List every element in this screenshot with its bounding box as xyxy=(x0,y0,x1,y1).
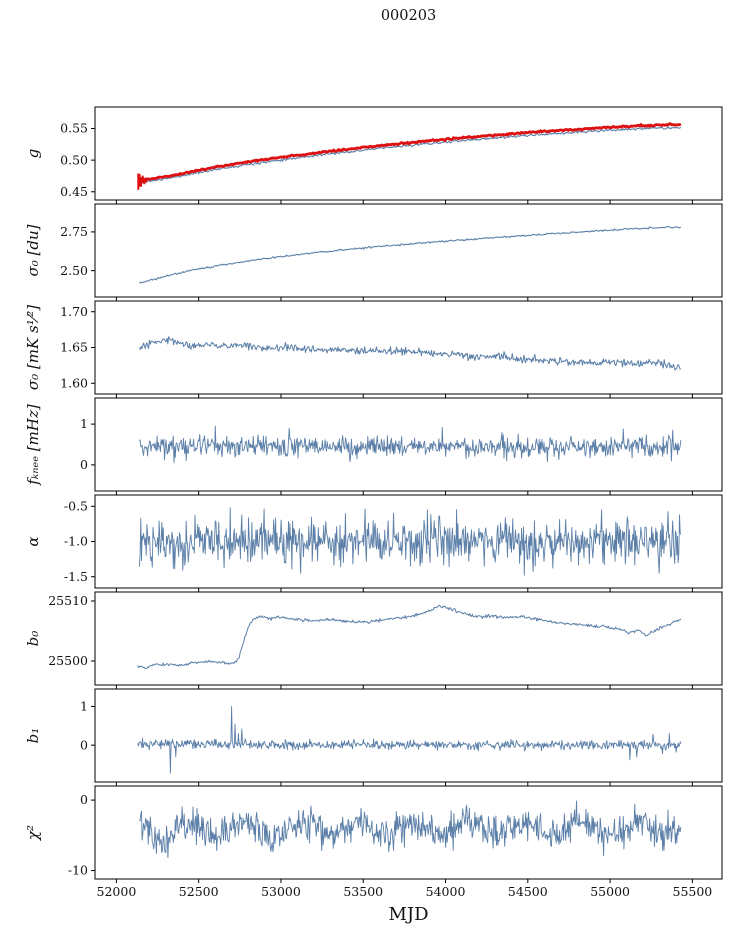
y-tick-label: 1.60 xyxy=(60,375,88,390)
y-tick-label: 1.70 xyxy=(60,304,88,319)
sigma0-du-line xyxy=(139,225,682,284)
y-axis-label-chi2: χ² xyxy=(24,825,42,841)
y-tick-label: 25500 xyxy=(48,653,88,668)
axes-frame xyxy=(94,785,723,880)
subplot-sigma0-mk: 1.60 1.65 1.70 σ₀ [mK s¹⁄²] xyxy=(24,300,723,398)
axes-frame xyxy=(94,203,723,298)
subplot-alpha: -1.5 -1.0 -0.5 α xyxy=(24,494,723,592)
x-tick-label: 54000 xyxy=(425,884,466,899)
sigma0-mk-line xyxy=(138,336,682,371)
b1-line xyxy=(137,705,682,774)
y-tick-label: 2.75 xyxy=(60,224,88,239)
subplot-b1: 0 1 b₁ xyxy=(24,688,723,786)
b0-line xyxy=(137,605,682,669)
x-tick-label: 52500 xyxy=(178,884,219,899)
x-tick-label: 55500 xyxy=(672,884,713,899)
y-axis-label-b1: b₁ xyxy=(24,728,42,744)
y-tick-label: 0.55 xyxy=(60,121,88,136)
y-tick-label: -1.5 xyxy=(64,569,88,584)
y-axis-label-alpha: α xyxy=(24,536,42,546)
y-tick-label: 1 xyxy=(80,699,88,714)
y-tick-label: 1 xyxy=(80,416,88,431)
x-tick-label: 53000 xyxy=(261,884,301,899)
y-axis-label-fknee: fₖₙₑₑ [mHz] xyxy=(24,404,42,486)
y-tick-label: 25510 xyxy=(48,593,88,608)
y-tick-label: 2.50 xyxy=(60,263,88,278)
x-tick-label: 55000 xyxy=(590,884,630,899)
chi2-line xyxy=(139,800,682,859)
y-tick-label: 0.50 xyxy=(60,152,88,167)
subplot-sigma0-du: 2.50 2.75 σ₀ [du] xyxy=(24,203,723,301)
axes-frame xyxy=(94,106,723,201)
x-tick-label: 53500 xyxy=(343,884,384,899)
y-tick-label: -10 xyxy=(68,863,88,878)
x-tick-label: 52000 xyxy=(96,884,137,899)
x-tick-label: 54500 xyxy=(507,884,548,899)
figure-title: 000203 xyxy=(380,8,437,24)
gain-fit xyxy=(137,125,682,183)
y-tick-label: -1.0 xyxy=(64,534,88,549)
y-tick-label: 1.65 xyxy=(60,340,88,355)
subplot-g: 0.45 0.50 0.55 g xyxy=(24,106,723,204)
y-axis-label-sigma0-mk: σ₀ [mK s¹⁄²] xyxy=(24,305,42,390)
axes-frame xyxy=(94,397,723,492)
y-axis-label-b0: b₀ xyxy=(24,631,42,647)
y-axis-label-g: g xyxy=(24,149,42,159)
subplot-chi2: -10 0 χ² xyxy=(24,785,723,883)
y-tick-label: 0 xyxy=(80,737,88,752)
axes-frame xyxy=(94,688,723,783)
y-tick-label: -0.5 xyxy=(64,498,88,513)
axes-frame xyxy=(94,591,723,686)
gain-smoothed xyxy=(137,122,682,182)
alpha-line xyxy=(138,507,682,576)
y-tick-label: 0.45 xyxy=(60,184,88,199)
y-axis-label-sigma0-du: σ₀ [du] xyxy=(24,224,42,276)
x-axis-label: MJD xyxy=(388,904,429,925)
subplot-b0: 25500 25510 b₀ xyxy=(24,591,723,689)
fknee-line xyxy=(138,425,682,464)
y-tick-label: 0 xyxy=(80,457,88,472)
y-tick-label: 0 xyxy=(80,792,88,807)
subplot-fknee: 0 1 fₖₙₑₑ [mHz] xyxy=(24,397,723,495)
